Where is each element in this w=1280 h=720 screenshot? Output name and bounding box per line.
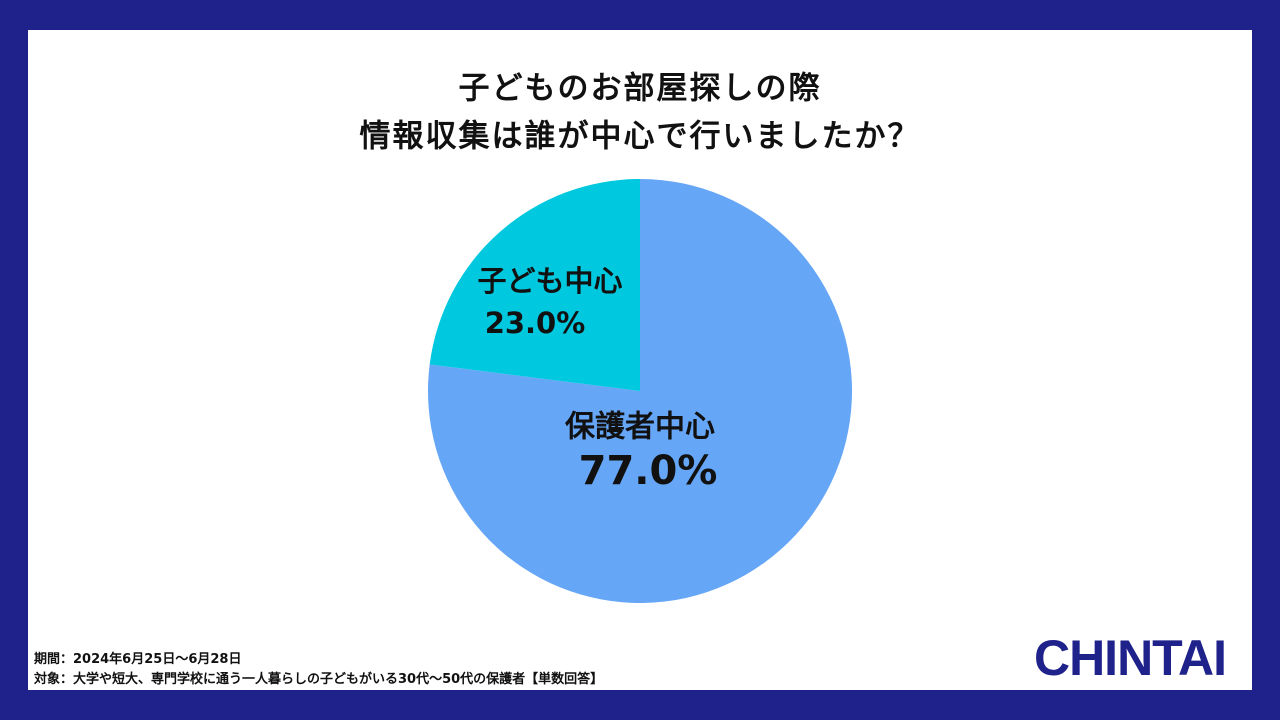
- value-label: 23.0%: [485, 306, 586, 340]
- slice-label: 保護者中心: [565, 410, 715, 445]
- slice-label: 子ども中心: [477, 264, 622, 298]
- footnote: 期間：2024年6月25日～6月28日: [34, 651, 241, 667]
- value-label: 77.0%: [579, 448, 718, 494]
- logo: CHINTAI: [1034, 630, 1226, 686]
- footnote: 対象：大学や短大、専門学校に通う一人暮らしの子どもがいる30代～50代の保護者【…: [33, 671, 603, 687]
- pie-slice: [429, 179, 640, 391]
- chart-title: 子どものお部屋探しの際: [459, 71, 822, 107]
- chart-title: 情報収集は誰が中心で行いましたか？: [360, 119, 921, 155]
